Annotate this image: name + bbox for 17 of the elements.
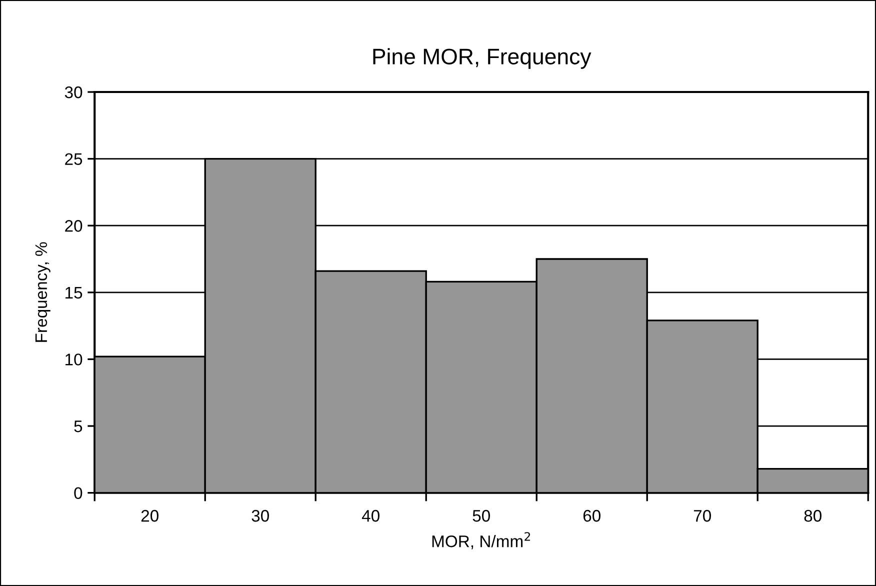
x-tick-label: 30 [252, 510, 269, 522]
y-tick-label: 20 [65, 220, 82, 232]
x-tick-label: 20 [141, 510, 158, 522]
y-tick-label: 15 [66, 286, 82, 299]
y-tick-label: 0 [74, 487, 82, 500]
chart-title: Pine MOR, Frequency [373, 48, 592, 69]
y-tick-label: 30 [64, 86, 82, 98]
x-tick-label: 40 [362, 510, 380, 522]
y-tick-label: 25 [65, 153, 82, 166]
x-tick-label: 70 [694, 510, 711, 522]
y-tick-label: 10 [66, 354, 82, 366]
x-axis-title: MOR, N/mm$^{2}$ [432, 532, 530, 550]
x-tick-label: 60 [583, 510, 600, 522]
y-tick-label: 5 [74, 420, 82, 432]
y-axis-title: Frequency, % [35, 242, 50, 342]
x-tick-label: 80 [804, 510, 822, 522]
x-tick-label: 50 [472, 510, 490, 522]
